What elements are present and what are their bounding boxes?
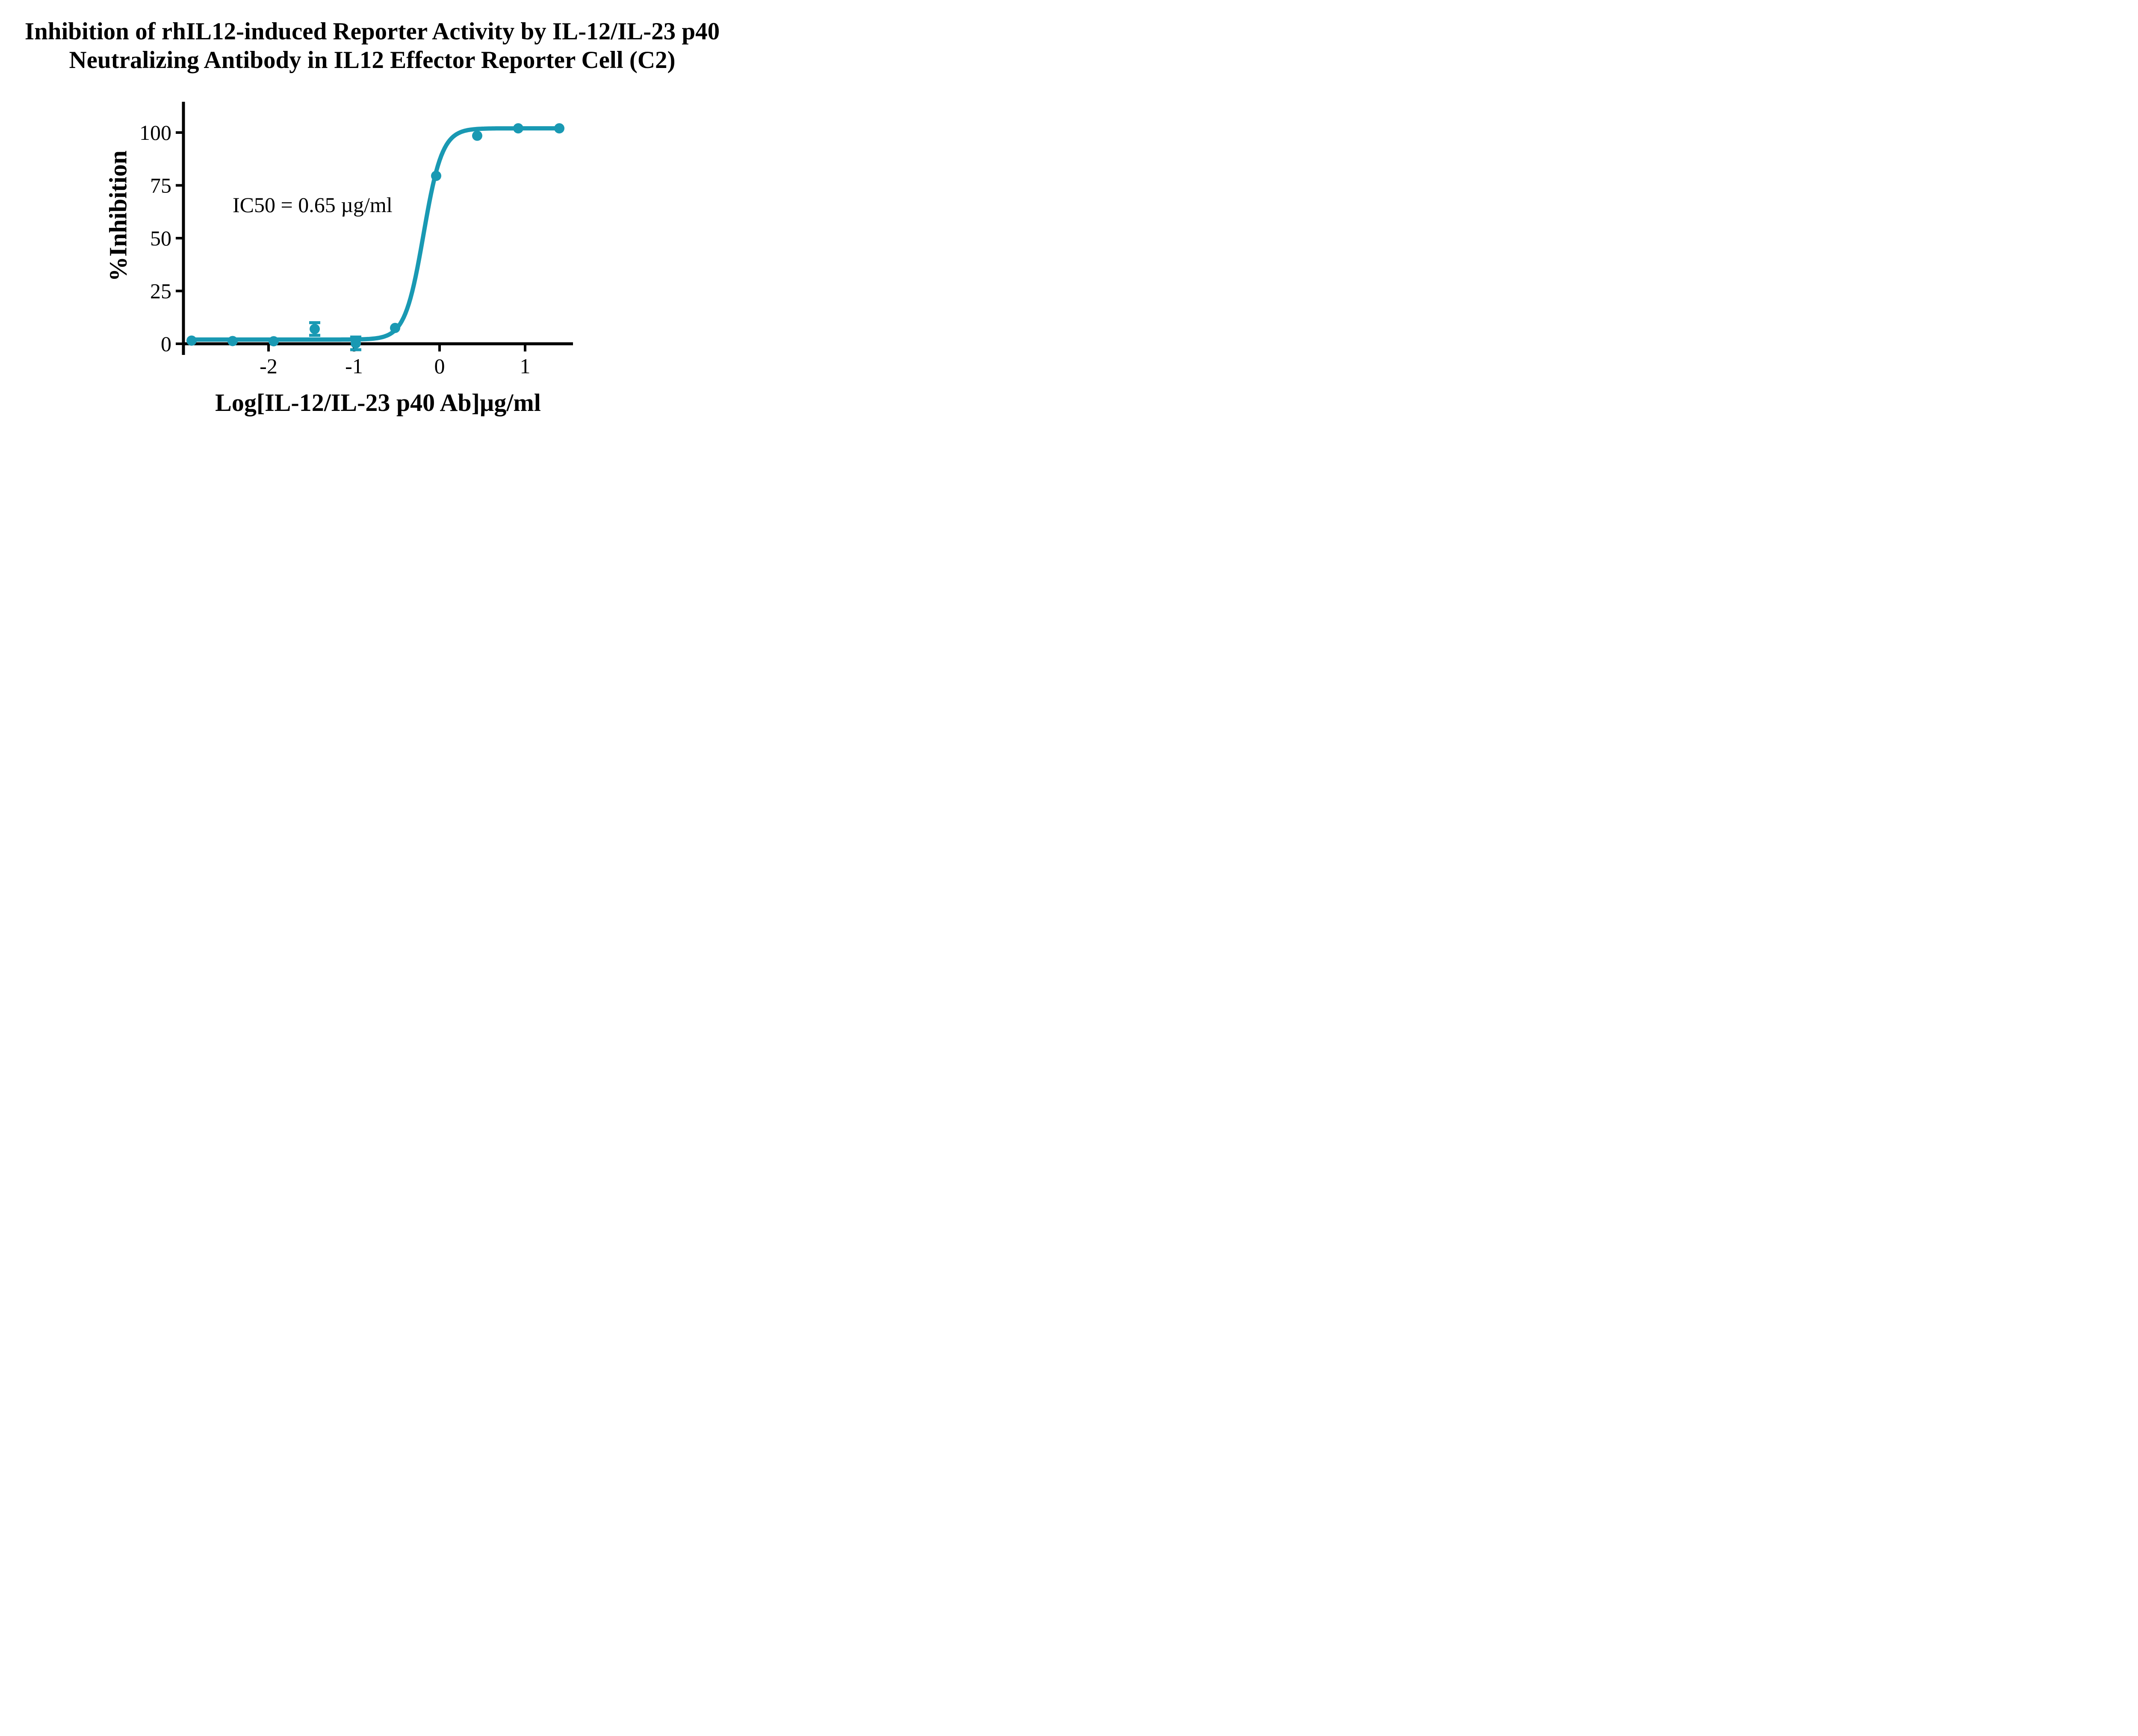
x-tick-label: 0 bbox=[434, 354, 445, 378]
data-point-marker bbox=[186, 335, 197, 346]
data-point-marker bbox=[310, 324, 320, 334]
x-tick-label: -1 bbox=[345, 354, 363, 378]
data-point-marker bbox=[269, 336, 279, 347]
ic50-annotation: IC50 = 0.65 µg/ml bbox=[233, 193, 393, 217]
plot-area: 0 25 50 75 100 -2 -1 0 1 bbox=[139, 102, 573, 378]
y-tick-label: 75 bbox=[150, 174, 171, 198]
data-point-marker bbox=[227, 336, 238, 346]
x-axis-title: Log[IL-12/IL-23 p40 Ab]µg/ml bbox=[215, 389, 541, 416]
x-tick-label: -2 bbox=[260, 354, 278, 378]
fit-curve bbox=[189, 126, 561, 342]
data-point-marker bbox=[472, 130, 482, 141]
data-point-marker bbox=[513, 123, 523, 134]
x-tick-label: 1 bbox=[520, 354, 531, 378]
data-point-marker bbox=[554, 123, 564, 134]
y-tick-label: 25 bbox=[150, 279, 171, 303]
chart-title-line1: Inhibition of rhIL12-induced Reporter Ac… bbox=[24, 18, 720, 45]
y-tick-label: 0 bbox=[161, 332, 171, 356]
chart-title: Inhibition of rhIL12-induced Reporter Ac… bbox=[0, 17, 744, 74]
chart-title-line2: Neutralizing Antibody in IL12 Effector R… bbox=[69, 47, 676, 74]
data-point-marker bbox=[431, 171, 441, 181]
y-tick-label: 100 bbox=[139, 121, 171, 145]
figure: Inhibition of rhIL12-induced Reporter Ac… bbox=[0, 0, 744, 434]
y-tick-label: 50 bbox=[150, 226, 171, 250]
data-point-marker bbox=[351, 338, 361, 349]
y-axis-title: %Inhibition bbox=[104, 150, 132, 282]
data-point-marker bbox=[390, 322, 400, 333]
